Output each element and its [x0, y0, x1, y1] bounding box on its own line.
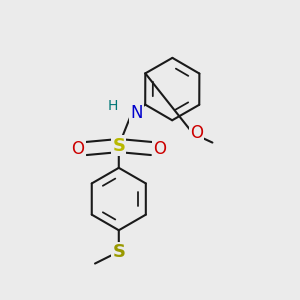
Text: S: S	[112, 243, 125, 261]
Text: S: S	[112, 136, 125, 154]
Text: N: N	[130, 104, 143, 122]
Text: O: O	[153, 140, 166, 158]
Text: O: O	[72, 140, 85, 158]
Text: H: H	[108, 99, 118, 113]
Text: O: O	[190, 124, 203, 142]
